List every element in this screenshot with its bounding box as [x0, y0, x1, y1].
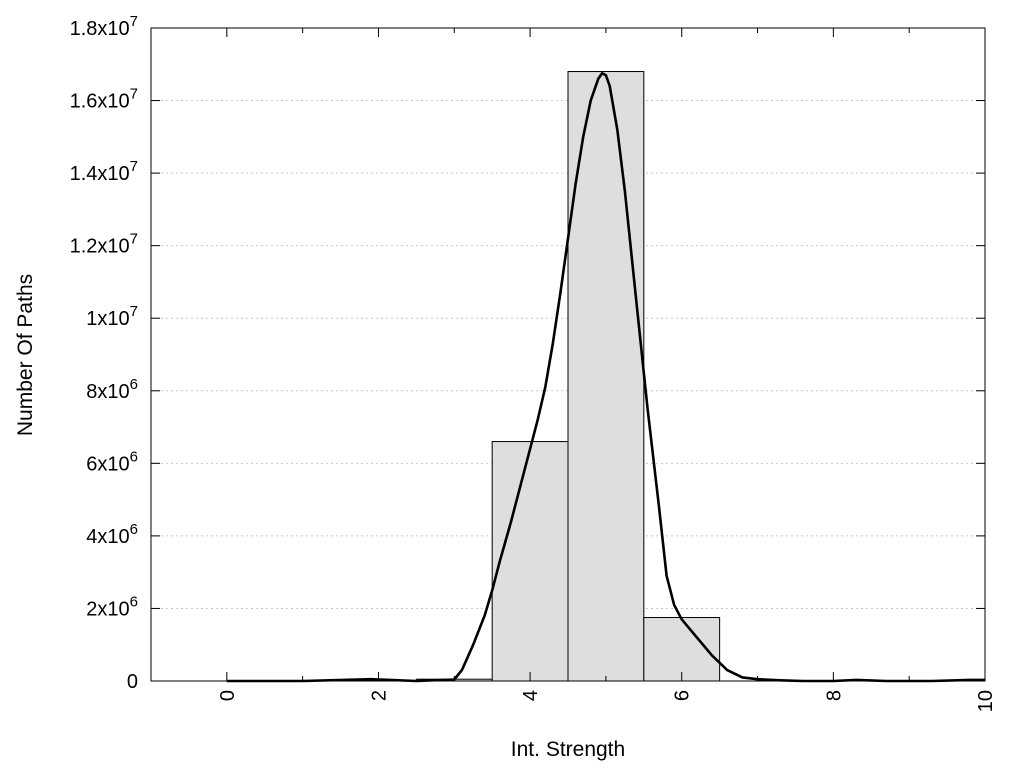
y-axis-title: Number Of Paths [14, 274, 37, 436]
y-tick-label: 1.6x107 [70, 86, 138, 113]
x-tick-label: 0 [217, 690, 239, 701]
density-curve-layer [226, 72, 985, 683]
y-tick-label: 4x106 [86, 521, 138, 548]
axis-ticks [151, 27, 986, 682]
density-curve [226, 72, 985, 683]
histogram-bars [415, 71, 721, 682]
plot-frame [150, 27, 986, 682]
x-axis-title: Int. Strength [511, 738, 625, 761]
y-tick-label: 8x106 [86, 376, 138, 403]
y-tick-label: 1.2x107 [70, 231, 138, 258]
y-tick-labels: 0 2x106 4x106 6x106 8x106 1x107 1.2x107 1.4x107… [70, 13, 138, 693]
y-tick-label: 1.8x107 [70, 13, 138, 40]
x-tick-label: 10 [975, 690, 997, 712]
x-tick-label: 8 [823, 690, 845, 701]
y-tick-label: 0 [127, 671, 138, 693]
y-tick-label: 6x106 [86, 448, 138, 475]
x-tick-labels: 0 2 4 6 8 10 [217, 690, 997, 712]
x-tick-label: 4 [520, 690, 542, 701]
y-tick-label: 1x107 [86, 303, 138, 330]
y-tick-label: 1.4x107 [70, 158, 138, 185]
x-tick-label: 6 [672, 690, 694, 701]
x-tick-label: 2 [368, 690, 390, 701]
y-tick-label: 2x106 [86, 593, 138, 620]
histogram-bar [491, 441, 569, 682]
